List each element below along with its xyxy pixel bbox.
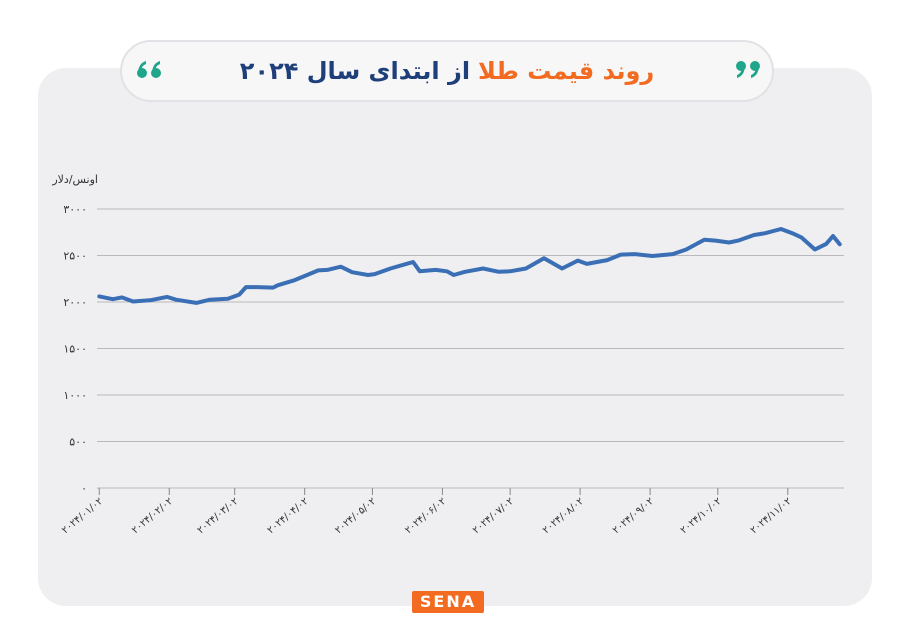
y-tick-label: ۳۰۰۰: [63, 203, 87, 216]
x-tick-label: ۲۰۲۴/۰۷/۰۲: [471, 496, 516, 536]
x-tick-label: ۲۰۲۴/۱۱/۰۲: [749, 496, 794, 536]
series-line: [97, 227, 842, 305]
title-segment: از ابتدای سال ۲۰۲۴: [239, 57, 471, 85]
y-tick-label: ۲۵۰۰: [63, 250, 87, 263]
y-tick-label: ۱۵۰۰: [63, 343, 87, 356]
y-tick-label: ۱۰۰۰: [63, 389, 87, 402]
quote-left: [137, 61, 161, 78]
y-tick-label: ۲۰۰۰: [63, 296, 87, 309]
x-tick-label: ۲۰۲۴/۰۶/۰۲: [403, 496, 448, 536]
x-tick-label: ۲۰۲۴/۰۴/۰۲: [265, 496, 310, 536]
x-tick-label: ۲۰۲۴/۰۱/۰۲: [60, 496, 105, 536]
chart-title: روند قیمت طلااز ابتدای سال ۲۰۲۴: [122, 56, 772, 86]
x-tick-label: ۲۰۲۴/۰۲/۰۲: [130, 496, 175, 536]
title-pill: روند قیمت طلااز ابتدای سال ۲۰۲۴: [120, 40, 774, 102]
x-tick-label: ۲۰۲۴/۱۰/۰۲: [679, 496, 724, 536]
y-tick-label: ۰: [81, 482, 87, 495]
y-tick-label: ۵۰۰: [69, 436, 87, 449]
title-segment: روند قیمت طلا: [478, 57, 655, 85]
y-axis-label: اونس/دلار: [51, 173, 98, 186]
chart-card: [38, 68, 872, 606]
logo: SENA: [412, 591, 484, 613]
x-tick-label: ۲۰۲۴/۰۹/۰۲: [611, 496, 656, 536]
quote-right: [736, 61, 760, 78]
x-tick-label: ۲۰۲۴/۰۳/۰۲: [195, 496, 240, 536]
x-tick-label: ۲۰۲۴/۰۸/۰۲: [541, 496, 586, 536]
x-tick-label: ۲۰۲۴/۰۵/۰۲: [333, 496, 378, 536]
